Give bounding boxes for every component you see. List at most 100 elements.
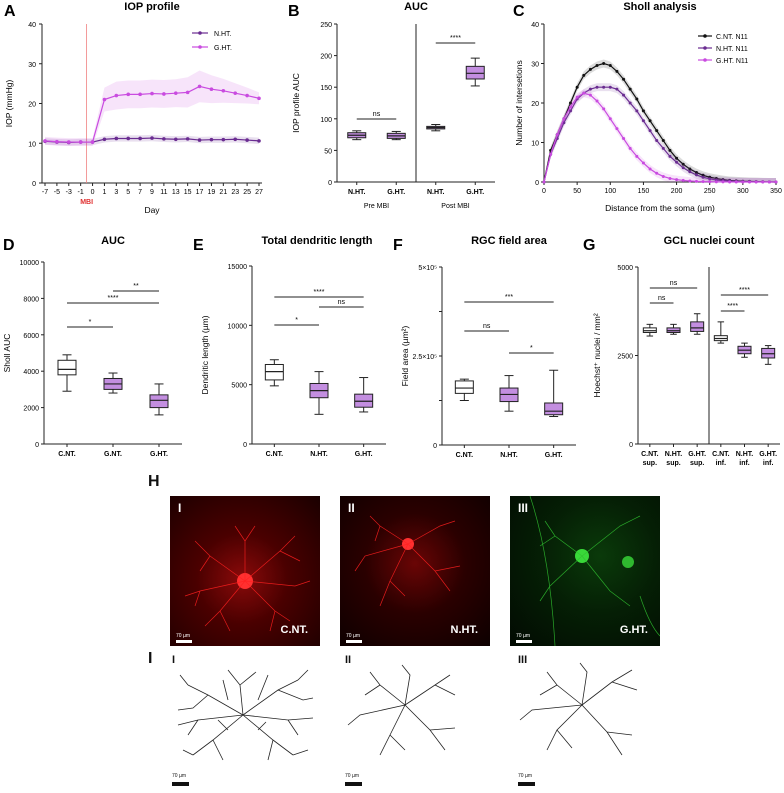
chart-a-x-tick-label: -1 (78, 189, 84, 196)
chart-a-y-axis-label: IOP (mmHg) (4, 80, 14, 128)
chart-c-y-tick-label: 30 (531, 62, 539, 69)
chart-c-point (721, 180, 725, 184)
chart-a-x-tick-label: 0 (91, 189, 95, 196)
chart-a-x-tick-label: 23 (231, 189, 239, 196)
chart-c-x-tick-label: 300 (737, 188, 749, 195)
chart-a-x-tick-label: 5 (126, 189, 130, 196)
chart-b-y-tick-label: 200 (320, 54, 332, 61)
chart-f-y-axis-label: Field area (µm²) (400, 326, 410, 387)
chart-e-y-tick-label: 15000 (228, 264, 248, 271)
chart-a-point (257, 139, 261, 143)
chart-c-point (688, 167, 692, 171)
micrograph-nht-scale-text: 70 µm (346, 633, 360, 639)
micrograph-cnt-scale-text: 70 µm (176, 633, 190, 639)
chart-e-title: Total dendritic length (261, 235, 372, 247)
chart-c-point (767, 180, 771, 184)
chart-f-title: RGC field area (471, 235, 548, 247)
chart-g-sig-label: **** (727, 303, 738, 310)
chart-c-point (569, 109, 573, 113)
chart-b-y-tick-label: 250 (320, 22, 332, 29)
chart-a-point (126, 136, 131, 141)
chart-c-point (741, 180, 745, 184)
chart-c-legend-label: G.HT. N11 (716, 58, 748, 65)
chart-c-point (688, 179, 692, 183)
panel-letter-d: D (3, 237, 15, 254)
chart-a-x-tick-label: -7 (42, 189, 48, 196)
chart-c-x-tick-label: 150 (638, 188, 650, 195)
chart-c-point (708, 177, 712, 181)
chart-a-point (102, 137, 107, 142)
chart-a-point (150, 136, 154, 140)
chart-a-point (102, 97, 107, 102)
chart-c-point (675, 156, 679, 160)
chart-a-point (197, 84, 202, 89)
chart-g-x-tick-label-2: sup. (666, 460, 680, 467)
tracing-2-numeral: II (345, 654, 352, 666)
chart-c-point (588, 87, 592, 91)
tracing-2-scale-bar (345, 782, 362, 786)
chart-d-y-tick-label: 8000 (23, 296, 39, 303)
chart-c-point (575, 95, 579, 99)
chart-a-legend-marker (198, 31, 202, 35)
chart-b-section-label: Pre MBI (364, 203, 389, 210)
chart-c-point (774, 180, 778, 184)
chart-g-y-tick-label: 0 (629, 442, 633, 449)
micrograph-ght: III G.HT. 70 µm (510, 496, 660, 646)
chart-c-point (661, 174, 665, 178)
chart-gcl-nuclei: G GCL nuclei count 0 2500 5000 Hoechst⁺ nucle… (583, 235, 780, 467)
chart-c-point (661, 139, 665, 143)
chart-g-y-tick-label: 5000 (617, 265, 633, 272)
chart-g-x-tick-label: N.HT. (665, 451, 683, 458)
chart-c-point (542, 180, 546, 184)
chart-f-box (454, 380, 474, 394)
chart-a-point (245, 93, 249, 98)
chart-e-y-tick-label: 10000 (228, 323, 248, 330)
tracing-3-scale-bar (518, 782, 535, 786)
chart-c-title: Sholl analysis (623, 1, 696, 13)
chart-c-legend-marker (703, 58, 707, 62)
chart-c-point (641, 161, 645, 165)
micrograph-nht-scale-bar (346, 640, 362, 643)
chart-c-point (622, 77, 626, 81)
chart-b-x-tick-label: G.HT. (387, 189, 405, 196)
chart-c-point (595, 85, 599, 89)
chart-f-y-tick-label: 5×10⁵ (418, 265, 437, 272)
chart-b-sig-label: ns (373, 111, 381, 118)
chart-g-x-tick-label: C.NT. (641, 451, 659, 458)
chart-c-y-tick-label: 40 (531, 22, 539, 29)
chart-c-point (549, 152, 553, 156)
chart-b-sig-label: **** (450, 35, 461, 42)
chart-a-point (209, 137, 214, 142)
chart-c-point (648, 167, 652, 171)
chart-c-point (608, 85, 612, 89)
chart-d-x-tick-label: G.NT. (104, 451, 122, 458)
chart-a-point (209, 87, 214, 91)
chart-c-point (582, 91, 586, 95)
chart-c-point (668, 148, 672, 152)
panel-letter-c: C (513, 3, 525, 20)
chart-c-point (615, 69, 619, 73)
chart-d-sig-label: * (89, 319, 92, 326)
chart-a-point (78, 140, 83, 144)
micrograph-nht-numeral: II (348, 501, 355, 515)
chart-c-point (728, 180, 732, 184)
chart-a-point (66, 140, 71, 144)
chart-c-point (615, 127, 619, 131)
chart-c-point (635, 154, 639, 158)
chart-e-y-tick-label: 5000 (231, 383, 247, 390)
chart-d-y-tick-label: 2000 (23, 406, 39, 413)
chart-f-box (544, 402, 564, 416)
chart-a-y-tick-label: 20 (28, 102, 36, 109)
chart-c-point (562, 117, 566, 121)
chart-g-sig-label: ns (670, 280, 678, 287)
chart-a-x-tick-label: 27 (255, 189, 263, 196)
chart-iop-auc: B AUC 0 50 100 150 200 250 IOP profile AUC N.HT. G… (288, 1, 495, 210)
chart-c-point (569, 105, 573, 109)
chart-a-series-band (45, 70, 259, 147)
chart-d-y-tick-label: 6000 (23, 333, 39, 340)
chart-c-point (615, 87, 619, 91)
chart-c-point (595, 99, 599, 103)
panel-letter-h: H (148, 473, 160, 490)
chart-a-x-tick-label: 9 (150, 189, 154, 196)
chart-c-point (681, 178, 685, 182)
